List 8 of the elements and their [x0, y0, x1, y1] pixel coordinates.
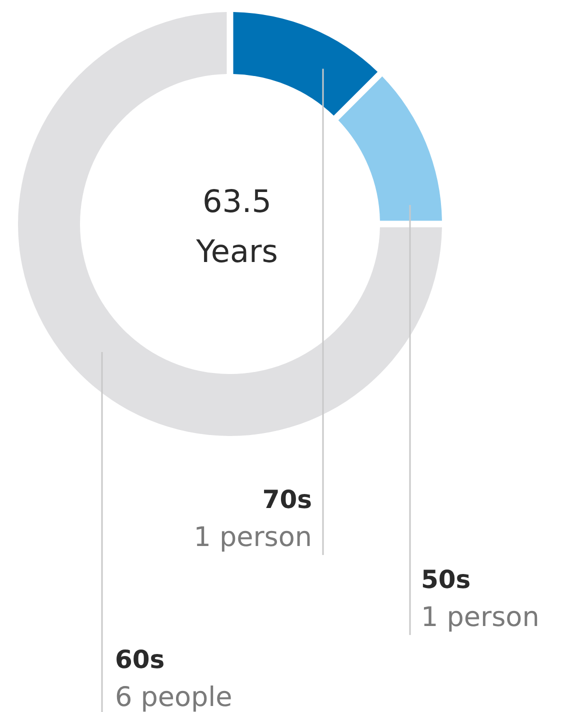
data-label: 1 person [194, 522, 312, 553]
data-label: 1 person [421, 602, 540, 633]
slice-label: 70s [262, 485, 312, 514]
slice-label: 50s [421, 565, 471, 594]
text: 63.5 [202, 184, 272, 220]
data-label: 6 people [115, 682, 232, 712]
slice-label: 60s [115, 645, 165, 674]
text: Years [195, 234, 278, 270]
